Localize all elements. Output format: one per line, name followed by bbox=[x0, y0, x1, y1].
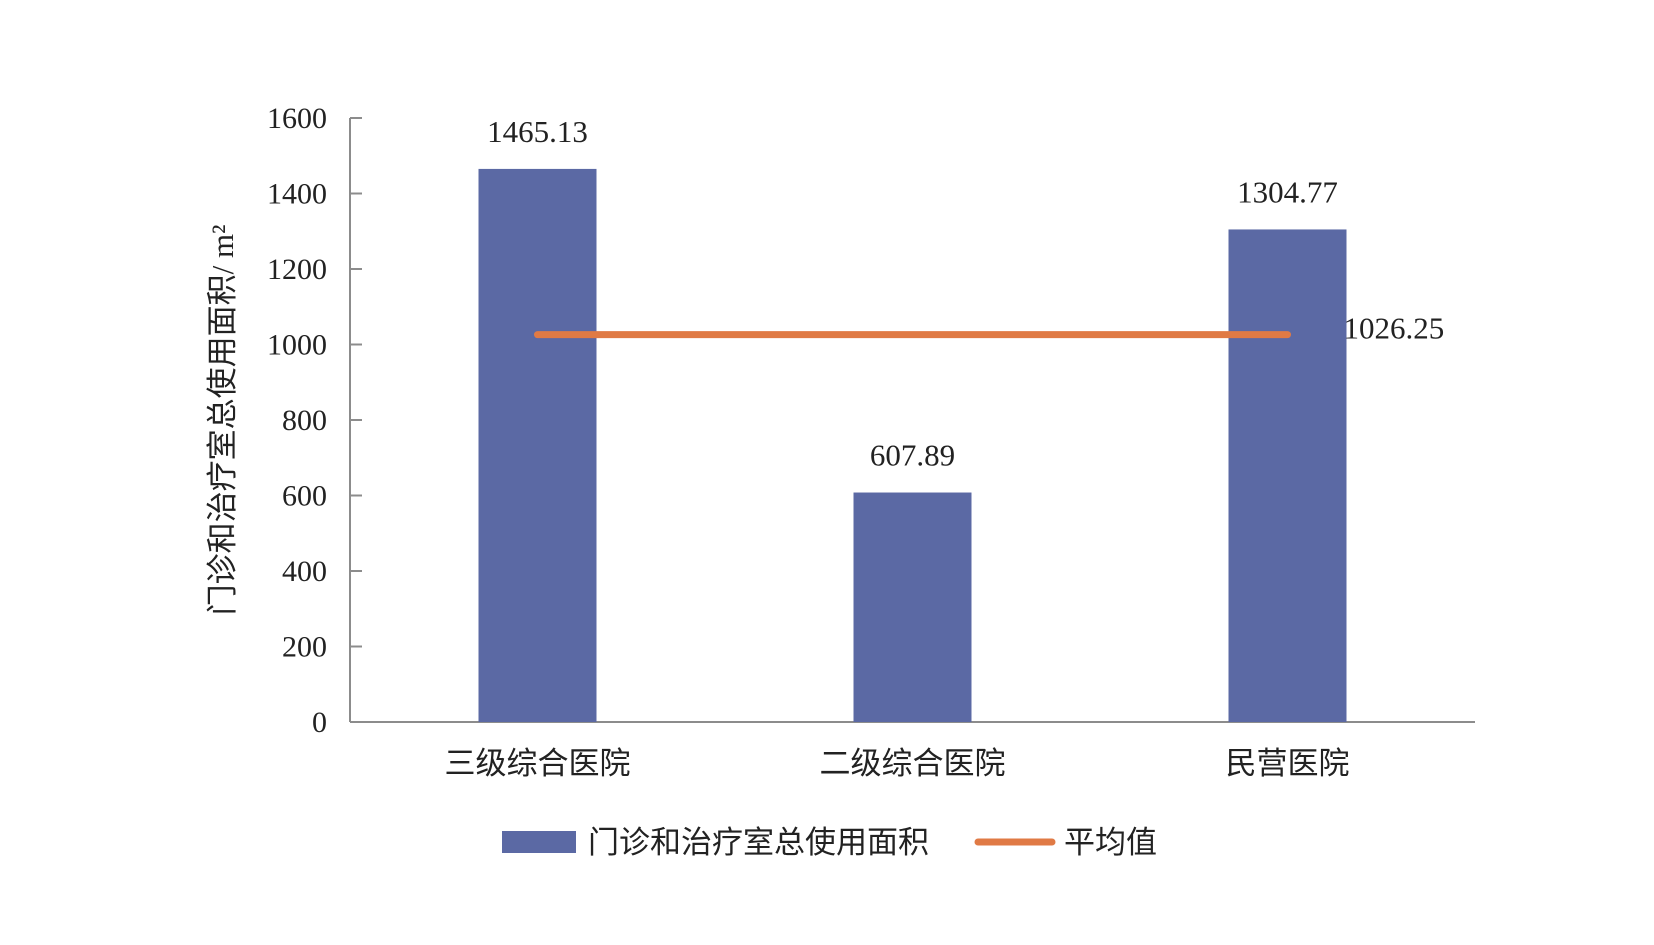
y-tick-label: 200 bbox=[282, 631, 327, 664]
bar bbox=[478, 168, 597, 722]
legend-label-bar: 门诊和治疗室总使用面积 bbox=[588, 825, 929, 860]
y-tick-label: 0 bbox=[312, 706, 327, 739]
y-tick-label: 600 bbox=[282, 480, 327, 513]
data-label: 1304.77 bbox=[1237, 174, 1338, 209]
x-tick-label: 民营医院 bbox=[1226, 746, 1350, 781]
y-tick-label: 1600 bbox=[267, 102, 327, 135]
y-tick-label: 1200 bbox=[267, 253, 327, 286]
legend-label-line: 平均值 bbox=[1064, 825, 1157, 860]
x-tick-label: 二级综合医院 bbox=[820, 746, 1006, 781]
bar bbox=[853, 492, 972, 722]
data-label: 1465.13 bbox=[487, 114, 588, 149]
bar-series bbox=[478, 168, 1347, 722]
y-axis: 0 200 400 600 800 1000 1200 1400 1600 bbox=[267, 102, 362, 739]
data-labels: 1465.13 607.89 1304.77 1026.25 bbox=[487, 114, 1444, 473]
bar bbox=[1228, 229, 1347, 722]
y-tick-label: 400 bbox=[282, 555, 327, 588]
data-label: 607.89 bbox=[870, 438, 955, 473]
legend: 门诊和治疗室总使用面积 平均值 bbox=[502, 825, 1157, 860]
y-axis-label: 门诊和治疗室总使用面积/ m² bbox=[205, 225, 240, 616]
average-value-label: 1026.25 bbox=[1344, 311, 1445, 346]
x-axis: 三级综合医院 二级综合医院 民营医院 bbox=[350, 721, 1475, 781]
legend-swatch-bar bbox=[502, 831, 576, 853]
y-tick-label: 1000 bbox=[267, 329, 327, 362]
y-tick-label: 1400 bbox=[267, 178, 327, 211]
x-tick-label: 三级综合医院 bbox=[445, 746, 631, 781]
y-tick-label: 800 bbox=[282, 404, 327, 437]
